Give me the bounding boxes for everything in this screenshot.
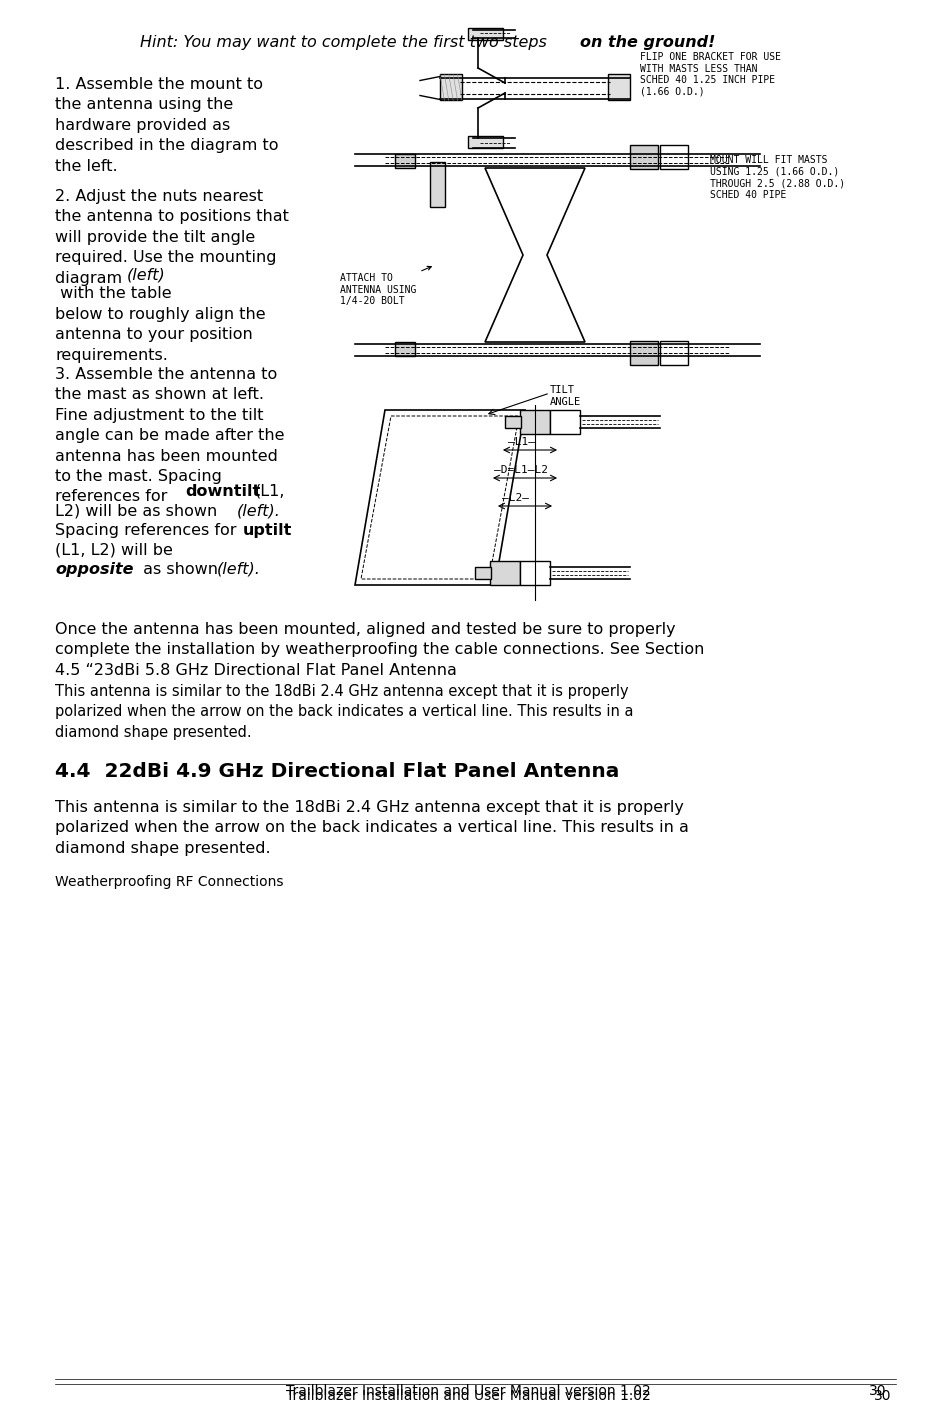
Text: TILT
ANGLE: TILT ANGLE <box>550 385 581 407</box>
Text: Once the antenna has been mounted, aligned and tested be sure to properly
comple: Once the antenna has been mounted, align… <box>55 622 705 677</box>
Text: MOUNT WILL FIT MASTS
USING 1.25 (1.66 O.D.)
THROUGH 2.5 (2.88 O.D.)
SCHED 40 PIP: MOUNT WILL FIT MASTS USING 1.25 (1.66 O.… <box>710 156 845 199</box>
Text: (left): (left) <box>127 267 166 281</box>
Text: Trailblazer Installation and User Manual version 1.02: Trailblazer Installation and User Manual… <box>285 1384 651 1398</box>
Text: –L2–: –L2– <box>502 493 529 503</box>
Bar <box>475 567 491 578</box>
Text: L2) will be as shown: L2) will be as shown <box>55 503 223 519</box>
Bar <box>430 163 445 206</box>
Text: (L1,: (L1, <box>255 484 285 499</box>
Bar <box>468 136 503 148</box>
Bar <box>660 146 688 170</box>
Bar <box>660 341 688 365</box>
Polygon shape <box>485 168 585 342</box>
Text: –L1–: –L1– <box>508 437 535 447</box>
Polygon shape <box>355 410 525 585</box>
Text: This antenna is similar to the 18dBi 2.4 GHz antenna except that it is properly
: This antenna is similar to the 18dBi 2.4… <box>55 684 634 740</box>
Text: 3. Assemble the antenna to
the mast as shown at left.
Fine adjustment to the til: 3. Assemble the antenna to the mast as s… <box>55 368 285 505</box>
Bar <box>468 28 503 40</box>
Bar <box>395 342 415 356</box>
Bar <box>505 416 521 428</box>
Text: Spacing references for: Spacing references for <box>55 523 237 537</box>
Text: 2. Adjust the nuts nearest
the antenna to positions that
will provide the tilt a: 2. Adjust the nuts nearest the antenna t… <box>55 189 289 286</box>
Bar <box>630 146 658 170</box>
Text: Hint: You may want to complete the first two steps: Hint: You may want to complete the first… <box>140 35 552 49</box>
Text: uptilt: uptilt <box>243 523 292 537</box>
Text: 30: 30 <box>873 1389 891 1403</box>
Text: 1. Assemble the mount to
the antenna using the
hardware provided as
described in: 1. Assemble the mount to the antenna usi… <box>55 76 279 174</box>
Bar <box>440 75 462 100</box>
Bar <box>608 75 630 100</box>
Text: Weatherproofing RF Connections: Weatherproofing RF Connections <box>55 875 284 889</box>
Text: –D=L1–L2: –D=L1–L2 <box>494 465 548 475</box>
Text: as shown: as shown <box>138 561 223 577</box>
Bar <box>520 561 550 585</box>
Text: 30: 30 <box>869 1384 886 1398</box>
Bar <box>395 154 415 168</box>
Text: 4.4  22dBi 4.9 GHz Directional Flat Panel Antenna: 4.4 22dBi 4.9 GHz Directional Flat Panel… <box>55 762 620 781</box>
Text: downtilt: downtilt <box>185 484 260 499</box>
Text: opposite: opposite <box>55 561 134 577</box>
Bar <box>520 410 550 434</box>
Text: (left).: (left). <box>237 503 281 519</box>
Bar <box>490 561 520 585</box>
Text: (L1, L2) will be: (L1, L2) will be <box>55 543 173 557</box>
Text: on the ground!: on the ground! <box>580 35 715 49</box>
Text: (left).: (left). <box>217 561 261 577</box>
Bar <box>630 341 658 365</box>
Text: with the table
below to roughly align the
antenna to your position
requirements.: with the table below to roughly align th… <box>55 287 266 363</box>
Text: ATTACH TO
ANTENNA USING
1/4-20 BOLT: ATTACH TO ANTENNA USING 1/4-20 BOLT <box>340 266 431 307</box>
Text: This antenna is similar to the 18dBi 2.4 GHz antenna except that it is properly
: This antenna is similar to the 18dBi 2.4… <box>55 800 689 855</box>
Text: Trailblazer Installation and User Manual version 1.02: Trailblazer Installation and User Manual… <box>285 1389 651 1403</box>
Text: FLIP ONE BRACKET FOR USE
WITH MASTS LESS THAN
SCHED 40 1.25 INCH PIPE
(1.66 O.D.: FLIP ONE BRACKET FOR USE WITH MASTS LESS… <box>640 52 781 96</box>
Bar <box>550 410 580 434</box>
